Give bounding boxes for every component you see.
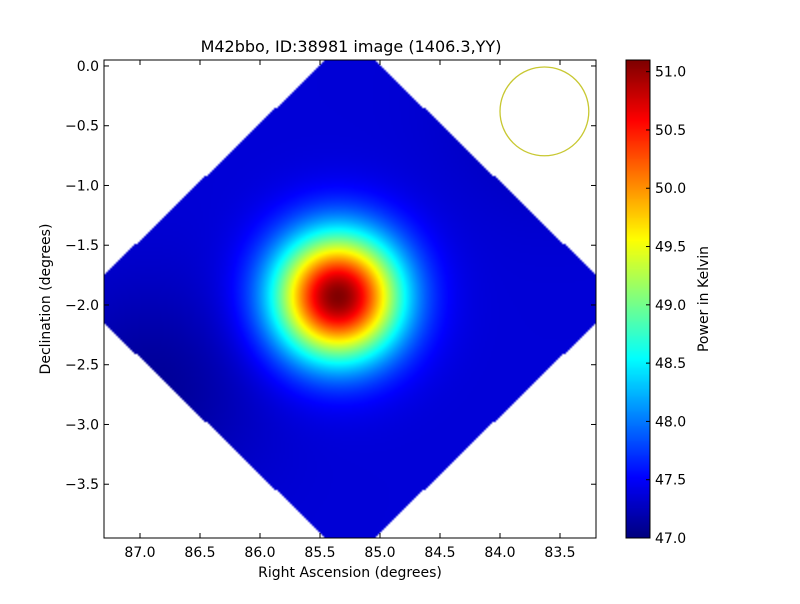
colorbar-frame	[625, 59, 651, 539]
x-tick-label: 84.5	[424, 545, 455, 561]
colorbar-tick-label: 48.0	[655, 414, 686, 430]
heatmap-image	[104, 60, 596, 538]
x-axis: 87.0 86.5 86.0 85.5 85.0 84.5 84.0 83.5	[124, 60, 576, 561]
colorbar-tick-label: 51.0	[655, 65, 686, 81]
colorbar-tick-label: 49.0	[655, 298, 686, 314]
y-axis: 0.0 −0.5 −1.0 −1.5 −2.0 −2.5 −3.0 −3.5	[65, 59, 596, 493]
colorbar-label: Power in Kelvin	[696, 246, 712, 352]
chart-title: M42bbo, ID:38981 image (1406.3,YY)	[201, 37, 502, 56]
colorbar: 47.0 47.5 48.0 48.5 49.0 49.5 50.0 50.5 51.0	[625, 59, 686, 547]
y-tick-label: −3.0	[65, 417, 99, 433]
colorbar-gradient	[626, 60, 650, 538]
y-tick-label: 0.0	[77, 59, 99, 75]
plot-frame	[103, 59, 597, 539]
x-tick-label: 84.0	[484, 545, 515, 561]
x-tick-label: 83.5	[544, 545, 575, 561]
plot-area	[103, 59, 597, 539]
y-tick-label: −1.0	[65, 178, 99, 194]
beam-circle	[499, 66, 590, 157]
colorbar-tick-label: 50.5	[655, 123, 686, 139]
colorbar-tick-label: 50.0	[655, 181, 686, 197]
x-tick-label: 86.0	[244, 545, 275, 561]
x-axis-label: Right Ascension (degrees)	[258, 565, 442, 581]
colorbar-tick-label: 47.0	[655, 531, 686, 547]
y-tick-label: −0.5	[65, 119, 99, 135]
colorbar-tick-label: 48.5	[655, 356, 686, 372]
y-tick-label: −2.5	[65, 358, 99, 374]
y-tick-label: −3.5	[65, 477, 99, 493]
colorbar-ticks: 47.0 47.5 48.0 48.5 49.0 49.5 50.0 50.5 51.0	[646, 65, 686, 547]
x-tick-label: 86.5	[184, 545, 215, 561]
x-tick-label: 87.0	[124, 545, 155, 561]
x-tick-label: 85.0	[364, 545, 395, 561]
colorbar-tick-label: 49.5	[655, 240, 686, 256]
y-tick-label: −2.0	[65, 298, 99, 314]
y-tick-label: −1.5	[65, 238, 99, 254]
colorbar-tick-label: 47.5	[655, 473, 686, 489]
x-tick-label: 85.5	[304, 545, 335, 561]
y-axis-label: Declination (degrees)	[38, 224, 54, 375]
